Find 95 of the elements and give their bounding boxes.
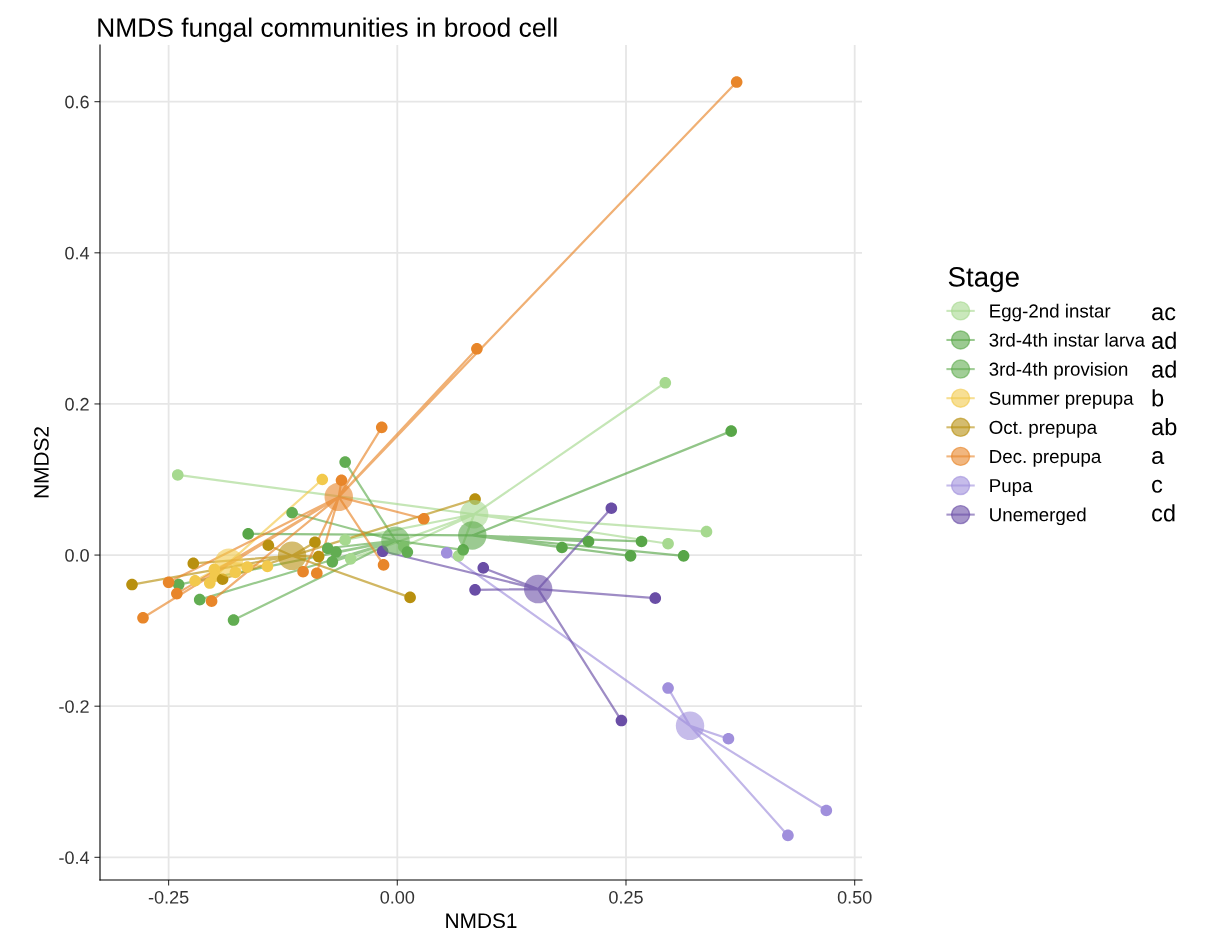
point bbox=[458, 521, 487, 550]
point bbox=[316, 473, 329, 486]
text: a bbox=[1152, 451, 1165, 465]
point bbox=[171, 587, 183, 600]
y-tick-label: 0.0 bbox=[65, 549, 89, 562]
point bbox=[242, 528, 254, 540]
point bbox=[324, 482, 353, 512]
point bbox=[635, 535, 648, 548]
point bbox=[187, 557, 200, 570]
point bbox=[649, 592, 662, 604]
text: ad bbox=[1152, 360, 1176, 378]
point bbox=[624, 550, 637, 562]
point bbox=[227, 614, 240, 626]
text: c bbox=[1152, 479, 1163, 493]
point bbox=[477, 562, 490, 574]
point bbox=[722, 732, 735, 745]
point bbox=[126, 578, 138, 591]
y-tick-label: 0.2 bbox=[65, 397, 89, 411]
point bbox=[469, 584, 481, 596]
x-tick-label: 0.50 bbox=[837, 890, 872, 904]
point bbox=[675, 711, 705, 741]
point bbox=[377, 559, 390, 571]
point bbox=[605, 502, 618, 515]
point bbox=[659, 376, 672, 389]
y-tick-label: 0.4 bbox=[65, 246, 90, 260]
legend-label: Egg-2nd instar bbox=[990, 303, 1111, 322]
point bbox=[376, 545, 389, 558]
point bbox=[725, 425, 737, 437]
point bbox=[310, 567, 323, 580]
point bbox=[401, 546, 414, 558]
legend-label: Pupa bbox=[990, 479, 1033, 496]
legend-title: Stage bbox=[948, 267, 1019, 293]
legend-label: Summer prepupa bbox=[989, 391, 1134, 409]
x-axis-title: NMDS1 bbox=[446, 913, 517, 929]
point bbox=[556, 541, 568, 554]
point bbox=[418, 512, 430, 525]
point bbox=[312, 550, 325, 563]
y-tick-label: -0.2 bbox=[59, 700, 89, 713]
point bbox=[309, 536, 321, 549]
point bbox=[404, 591, 416, 604]
text: ad bbox=[1152, 331, 1176, 350]
text: b bbox=[1152, 389, 1164, 407]
point bbox=[193, 593, 206, 606]
point bbox=[782, 829, 794, 842]
point bbox=[205, 595, 218, 607]
point bbox=[700, 525, 713, 538]
point bbox=[261, 560, 274, 573]
legend-label: Unemerged bbox=[990, 507, 1086, 526]
point bbox=[286, 506, 298, 519]
point bbox=[339, 456, 351, 468]
point bbox=[326, 556, 339, 568]
point bbox=[582, 535, 595, 548]
point bbox=[677, 550, 690, 562]
x-tick-label: -0.25 bbox=[148, 890, 189, 904]
text: ab bbox=[1152, 417, 1177, 436]
text: cd bbox=[1152, 504, 1175, 522]
legend-label: 3rd-4th instar larva bbox=[989, 332, 1146, 347]
point bbox=[297, 565, 309, 578]
point bbox=[335, 474, 348, 487]
point bbox=[189, 574, 201, 587]
point bbox=[615, 714, 628, 727]
chart-title: NMDS fungal communities in brood cell bbox=[98, 17, 557, 43]
point bbox=[440, 546, 453, 559]
y-tick-label: 0.6 bbox=[65, 95, 89, 109]
y-axis-title: NMDS2 bbox=[34, 427, 49, 498]
point bbox=[662, 537, 674, 550]
point bbox=[330, 546, 342, 558]
point bbox=[381, 526, 410, 555]
point bbox=[730, 76, 743, 88]
legend-label: Oct. prepupa bbox=[989, 420, 1098, 438]
point bbox=[471, 342, 483, 355]
y-tick-label: -0.4 bbox=[59, 851, 90, 865]
point bbox=[137, 611, 149, 624]
legend-label: 3rd-4th provision bbox=[989, 362, 1128, 380]
point bbox=[662, 682, 674, 694]
point bbox=[203, 577, 216, 589]
point bbox=[344, 553, 357, 565]
point bbox=[457, 543, 469, 556]
point bbox=[523, 574, 553, 604]
legend-label: Dec. prepupa bbox=[990, 450, 1102, 467]
point bbox=[375, 421, 388, 434]
point bbox=[214, 548, 244, 577]
point bbox=[469, 493, 481, 505]
point bbox=[820, 804, 833, 817]
point bbox=[162, 576, 175, 589]
point bbox=[277, 541, 307, 571]
point bbox=[171, 469, 184, 481]
text: ac bbox=[1152, 307, 1176, 321]
point bbox=[216, 573, 229, 586]
point bbox=[241, 561, 254, 573]
point bbox=[229, 566, 242, 579]
x-tick-label: 0.25 bbox=[609, 890, 643, 904]
point bbox=[262, 539, 275, 552]
x-tick-label: 0.00 bbox=[380, 890, 415, 904]
point bbox=[339, 534, 351, 546]
